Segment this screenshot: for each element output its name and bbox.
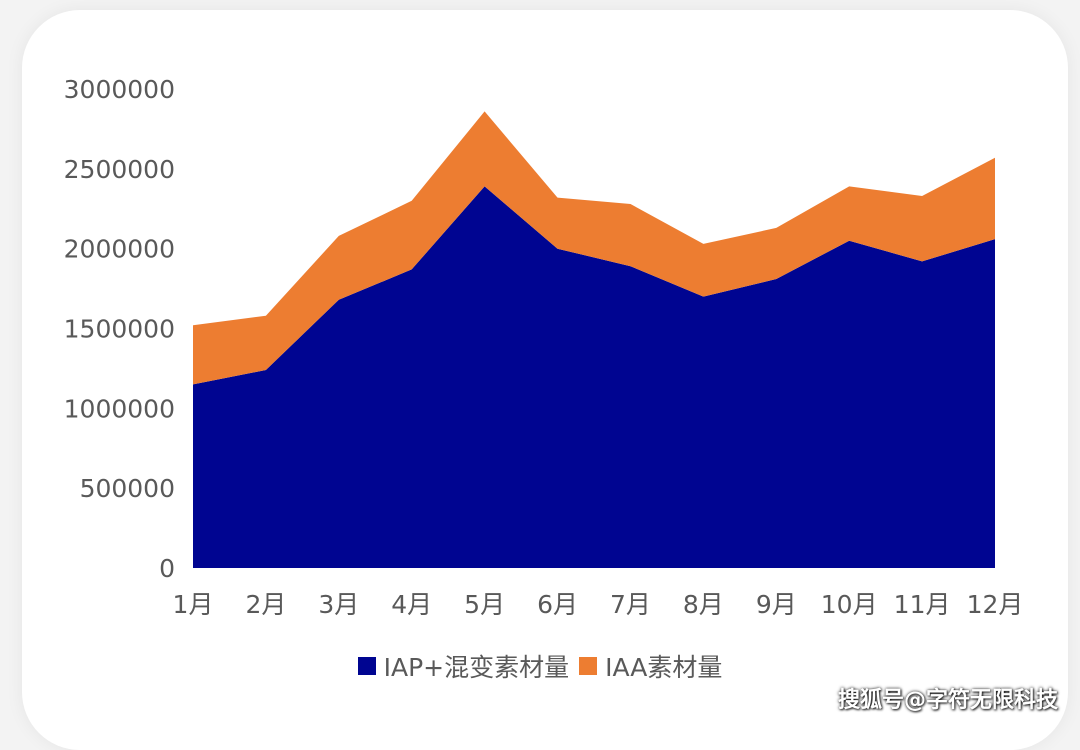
x-tick-label: 12月 (967, 590, 1024, 619)
x-tick-label: 11月 (894, 590, 951, 619)
y-tick-label: 3000000 (64, 75, 175, 104)
y-tick-label: 1500000 (64, 315, 175, 344)
area-chart: 0 500000 1000000 1500000 2000000 2500000 30000… (64, 75, 1024, 619)
area-series-0 (193, 186, 995, 568)
area-series-1 (193, 111, 995, 385)
x-tick-label: 8月 (683, 590, 724, 619)
y-axis: 0 500000 1000000 1500000 2000000 2500000 30000… (64, 75, 175, 583)
legend-label-iap: IAP+混变素材量 (383, 653, 570, 682)
chart-legend: IAP+混变素材量 IAA素材量 (0, 648, 1080, 684)
x-tick-label: 5月 (464, 590, 505, 619)
x-tick-label: 1月 (173, 590, 214, 619)
x-tick-label: 7月 (610, 590, 651, 619)
chart-areas (193, 111, 995, 568)
y-tick-label: 2000000 (64, 235, 175, 264)
x-tick-label: 4月 (391, 590, 432, 619)
y-tick-label: 1000000 (64, 394, 175, 423)
x-tick-label: 9月 (756, 590, 797, 619)
x-tick-label: 10月 (821, 590, 878, 619)
x-axis: 1月 2月 3月 4月 5月 6月 7月 8月 9月 10月 11月 12月 (173, 590, 1024, 619)
watermark: 搜狐号@字符无限科技 (837, 688, 1058, 713)
legend-item-iaa[interactable]: IAA素材量 (579, 648, 722, 684)
legend-swatch-iaa (579, 657, 598, 675)
legend-item-iap[interactable]: IAP+混变素材量 (357, 648, 570, 684)
y-tick-label: 2500000 (64, 155, 175, 184)
legend-swatch-iap (357, 657, 376, 675)
y-tick-label: 500000 (80, 474, 175, 503)
x-tick-label: 6月 (537, 590, 578, 619)
y-tick-label: 0 (159, 554, 175, 583)
legend-label-iaa: IAA素材量 (605, 653, 723, 682)
x-tick-label: 2月 (245, 590, 286, 619)
x-tick-label: 3月 (318, 590, 359, 619)
